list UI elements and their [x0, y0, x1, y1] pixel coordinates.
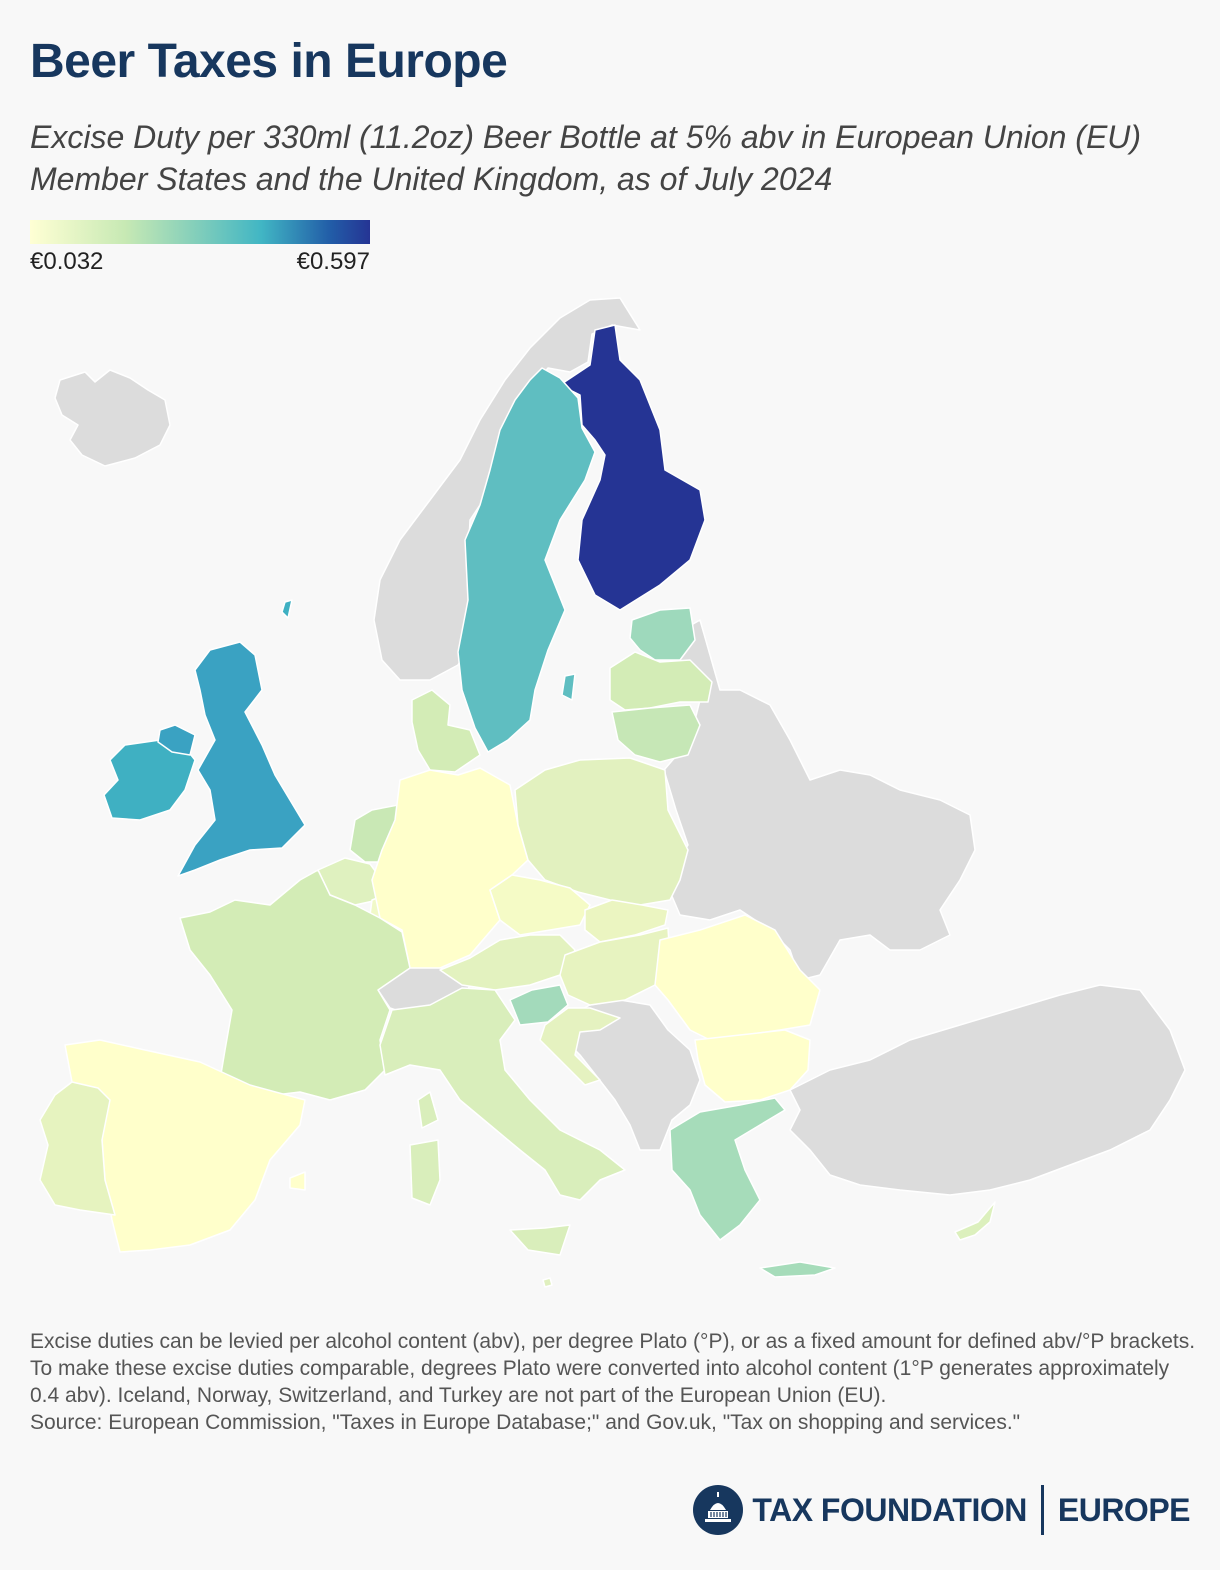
legend-gradient-bar [30, 220, 370, 244]
region-romania[interactable] [654, 914, 821, 1041]
region-minor-island [281, 599, 293, 619]
region-estonia[interactable] [629, 607, 696, 661]
legend-labels: €0.032 €0.597 [30, 248, 370, 278]
region-denmark[interactable] [411, 689, 481, 773]
legend-min-label: €0.032 [30, 248, 104, 275]
brand-region: EUROPE [1057, 1491, 1191, 1528]
region-bulgaria[interactable] [694, 1029, 811, 1103]
region-eastern-non-eu[interactable] [663, 619, 976, 981]
region-france[interactable] [179, 869, 411, 1101]
region-minor-island [561, 673, 576, 701]
region-hungary[interactable] [559, 927, 671, 1006]
footnote: Excise duties can be levied per alcohol … [30, 1328, 1200, 1436]
page-title: Beer Taxes in Europe [30, 35, 508, 88]
region-poland[interactable] [514, 757, 689, 906]
source-text: Source: European Commission, "Taxes in E… [30, 1411, 1021, 1434]
region-minor-island [289, 1171, 306, 1191]
region-western-balkans[interactable] [559, 999, 701, 1151]
region-united-kingdom[interactable] [157, 641, 306, 877]
region-austria[interactable] [439, 934, 576, 991]
tax-foundation-logo: TAX FOUNDATION EUROPE [692, 1480, 1191, 1540]
region-latvia[interactable] [609, 651, 713, 711]
region-cyprus[interactable] [954, 1201, 996, 1241]
region-malta[interactable] [542, 1277, 553, 1288]
footnote-text: Excise duties can be levied per alcohol … [30, 1330, 1196, 1407]
page-subtitle: Excise Duty per 330ml (11.2oz) Beer Bott… [30, 119, 1142, 197]
region-turkey[interactable] [789, 984, 1186, 1196]
brand-name: TAX FOUNDATION [752, 1491, 1027, 1528]
region-portugal[interactable] [39, 1081, 116, 1216]
color-legend: €0.032 €0.597 [30, 220, 370, 278]
capitol-dome-icon [693, 1485, 744, 1535]
legend-max-label: €0.597 [296, 248, 370, 275]
region-greece[interactable] [669, 1097, 836, 1278]
region-croatia[interactable] [539, 1007, 621, 1086]
region-finland[interactable] [559, 324, 706, 611]
region-slovenia[interactable] [509, 984, 569, 1026]
europe-map [39, 297, 1186, 1288]
brand-separator [1040, 1485, 1044, 1535]
region-sweden[interactable] [457, 367, 596, 753]
region-lithuania[interactable] [611, 704, 701, 763]
region-slovakia[interactable] [584, 899, 669, 943]
region-iceland[interactable] [54, 369, 171, 467]
region-italy[interactable] [379, 987, 626, 1256]
